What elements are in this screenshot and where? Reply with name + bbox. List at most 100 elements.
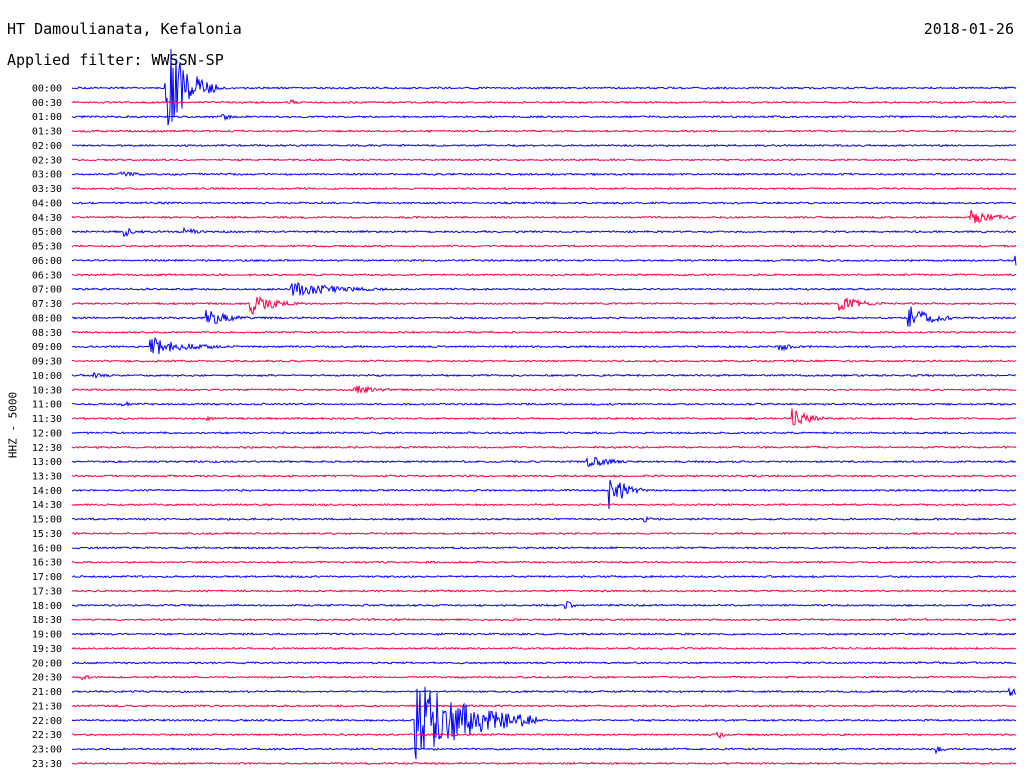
row-time-label: 14:30: [32, 500, 62, 511]
row-time-label: 21:30: [32, 701, 62, 712]
trace-1130: [72, 408, 1017, 426]
trace-1800: [71, 601, 1017, 610]
trace-1430: [71, 502, 1017, 507]
trace-2300: [71, 745, 1017, 755]
row-time-label: 14:00: [32, 486, 62, 497]
trace-1500: [71, 515, 1017, 523]
row-time-label: 00:00: [32, 84, 62, 95]
trace-1900: [71, 632, 1017, 636]
row-time-label: 07:30: [32, 299, 62, 310]
row-time-label: 20:30: [32, 673, 62, 684]
row-time-label: 04:30: [32, 213, 62, 224]
record-date: 2018-01-26: [923, 20, 1014, 38]
station-title: HT Damoulianata, Kefalonia: [7, 20, 242, 38]
trace-2100: [71, 687, 1017, 697]
row-time-label: 23:00: [32, 745, 62, 756]
row-time-label: 16:00: [32, 543, 62, 554]
trace-1030: [71, 385, 1017, 394]
row-time-label: 16:30: [32, 558, 62, 569]
row-time-label: 11:30: [32, 414, 62, 425]
row-time-label: 19:00: [32, 630, 62, 641]
trace-0130: [71, 129, 1017, 134]
trace-0800: [71, 306, 1017, 327]
row-time-label: 08:00: [32, 313, 62, 324]
trace-1000: [71, 371, 1017, 379]
row-time-label: 09:00: [32, 342, 62, 353]
trace-0730: [71, 295, 1017, 316]
row-time-label: 03:00: [32, 170, 62, 181]
trace-1400: [71, 479, 1017, 510]
trace-0500: [71, 226, 1017, 238]
row-time-label: 02:00: [32, 141, 62, 152]
trace-1230: [71, 445, 1017, 450]
row-time-label: 12:00: [32, 428, 62, 439]
trace-0330: [71, 186, 1017, 191]
trace-0300: [71, 171, 1017, 177]
row-time-label: 05:00: [32, 227, 62, 238]
row-time-label: 21:00: [32, 687, 62, 698]
trace-1630: [71, 560, 1017, 564]
trace-0030: [71, 98, 1017, 105]
trace-0830: [71, 330, 1017, 335]
row-time-label: 01:30: [32, 127, 62, 138]
row-time-label: 12:30: [32, 443, 62, 454]
trace-1330: [71, 474, 1017, 478]
row-time-label: 17:00: [32, 572, 62, 583]
row-time-label: 06:00: [32, 256, 62, 267]
row-time-label: 13:30: [32, 471, 62, 482]
trace-1300: [71, 456, 1017, 467]
trace-2130: [71, 704, 1017, 708]
row-time-label: 04:00: [32, 198, 62, 209]
trace-2030: [72, 674, 1017, 681]
trace-0000: [71, 49, 1017, 126]
row-time-label: 22:00: [32, 716, 62, 727]
trace-2000: [71, 660, 1017, 665]
trace-0630: [71, 272, 1017, 277]
trace-1100: [71, 400, 1017, 407]
trace-2230: [71, 731, 1017, 740]
trace-1600: [71, 545, 1017, 550]
filter-label: Applied filter: WWSSN-SP: [7, 51, 224, 69]
trace-1730: [71, 588, 1017, 593]
row-time-label: 18:30: [32, 615, 62, 626]
trace-0430: [71, 209, 1017, 224]
row-time-label: 13:00: [32, 457, 62, 468]
trace-1530: [71, 531, 1017, 536]
row-time-label: 10:00: [32, 371, 62, 382]
trace-0900: [71, 336, 1017, 355]
trace-1700: [71, 574, 1017, 579]
row-time-label: 11:00: [32, 400, 62, 411]
trace-2200: [71, 686, 1017, 760]
row-time-label: 15:30: [32, 529, 62, 540]
row-time-label: 08:30: [32, 328, 62, 339]
trace-0930: [71, 359, 1017, 363]
trace-1930: [71, 646, 1017, 651]
trace-1200: [71, 431, 1017, 435]
row-time-label: 15:00: [32, 515, 62, 526]
trace-0530: [71, 244, 1017, 248]
row-time-label: 02:30: [32, 155, 62, 166]
trace-0230: [71, 158, 1017, 162]
trace-0700: [71, 281, 1017, 297]
row-time-label: 03:30: [32, 184, 62, 195]
row-time-label: 00:30: [32, 98, 62, 109]
row-time-label: 23:30: [32, 759, 62, 770]
trace-0600: [71, 255, 1017, 266]
row-time-label: 09:30: [32, 357, 62, 368]
row-time-label: 19:30: [32, 644, 62, 655]
trace-0100: [71, 113, 1017, 122]
row-time-label: 10:30: [32, 385, 62, 396]
trace-2330: [71, 761, 1017, 766]
row-time-label: 22:30: [32, 730, 62, 741]
trace-1830: [71, 617, 1017, 622]
row-time-label: 18:00: [32, 601, 62, 612]
row-time-label: 01:00: [32, 112, 62, 123]
trace-0400: [71, 201, 1017, 205]
row-time-label: 07:00: [32, 285, 62, 296]
trace-0200: [71, 143, 1017, 148]
row-time-label: 17:30: [32, 586, 62, 597]
row-time-label: 20:00: [32, 658, 62, 669]
row-time-label: 06:30: [32, 270, 62, 281]
row-time-label: 05:30: [32, 242, 62, 253]
